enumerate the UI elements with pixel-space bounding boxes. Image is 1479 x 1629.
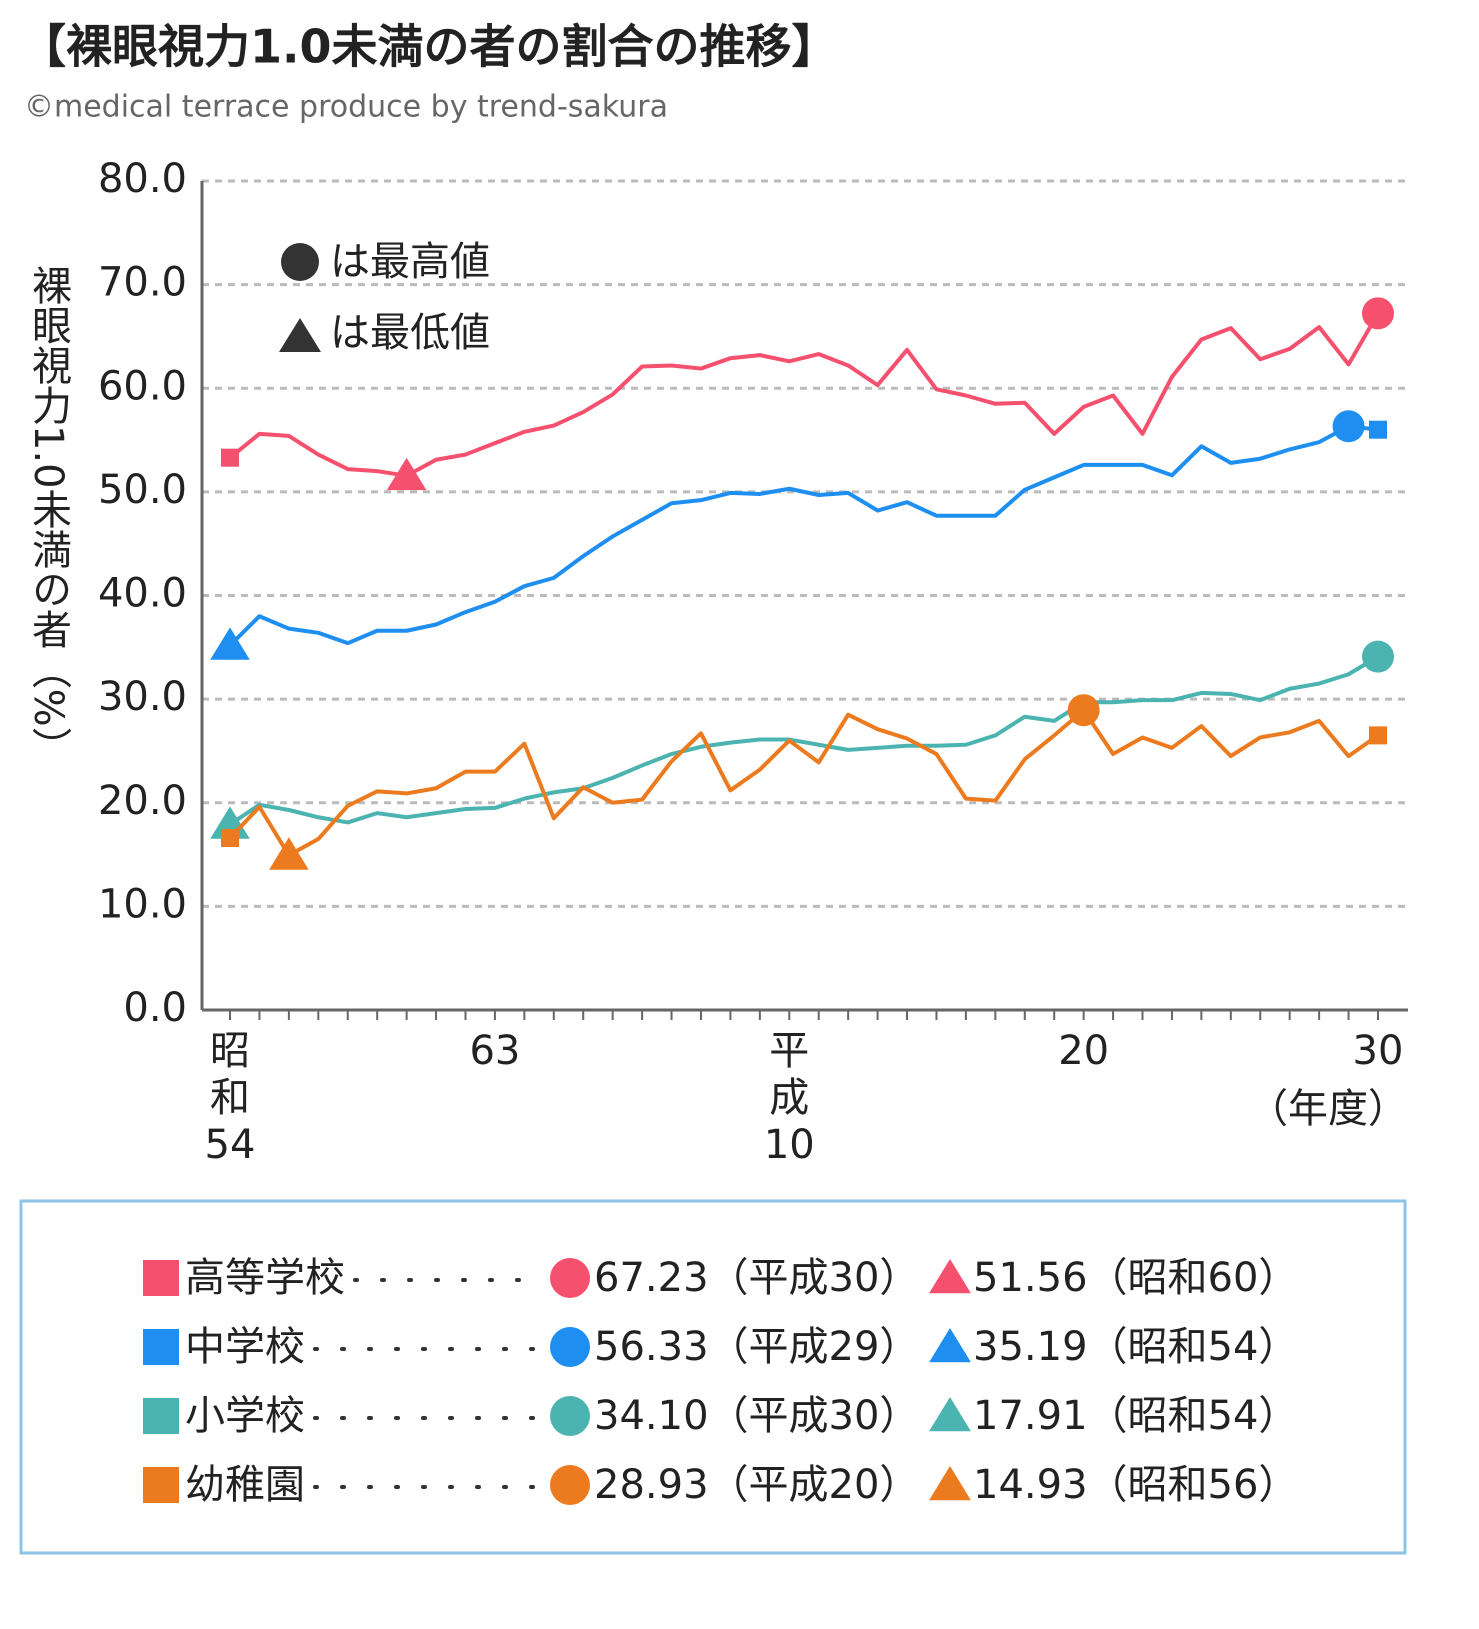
legend-min-icon	[929, 1328, 971, 1363]
legend-min-label: 17.91（昭和54）	[973, 1393, 1298, 1439]
max-marker	[1362, 640, 1394, 673]
legend-swatch	[143, 1260, 179, 1296]
max-marker	[1362, 297, 1394, 330]
x-tick-label: 20	[1058, 1028, 1110, 1074]
line	[228, 312, 1380, 478]
legend-swatch	[143, 1467, 179, 1503]
max-marker	[1332, 410, 1365, 443]
x-axis-title: （年度）	[1248, 1086, 1408, 1132]
legend-min-icon	[929, 1466, 971, 1501]
line	[228, 654, 1380, 827]
min-marker	[210, 806, 250, 839]
legend-max-label: 28.93（平成20）	[594, 1462, 919, 1508]
x-tick-label: 昭 和 54	[204, 1028, 256, 1168]
max-icon	[281, 243, 319, 281]
annotation: は最高値	[330, 239, 490, 285]
y-axis-title: 裸眼視力1.0未満の者（%）	[25, 265, 72, 767]
min-marker	[386, 457, 427, 491]
min-marker	[269, 837, 309, 870]
legend-label: 幼稚園	[185, 1462, 305, 1508]
y-tick-label: 70.0	[98, 260, 187, 306]
legend-swatch	[143, 1329, 179, 1365]
legend-max-icon	[550, 1396, 590, 1436]
legend-box	[19, 1199, 1407, 1555]
legend-min-label: 14.93（昭和56）	[973, 1462, 1298, 1508]
x-tick-label: 平 成 10	[763, 1028, 815, 1168]
legend-max-icon	[550, 1327, 590, 1367]
legend-swatch	[143, 1398, 179, 1434]
min-marker	[210, 627, 250, 660]
y-tick-label: 30.0	[98, 674, 187, 720]
y-tick-label: 20.0	[98, 778, 187, 824]
legend-max-label: 56.33（平成29）	[594, 1324, 919, 1370]
end-marker	[221, 828, 239, 847]
y-tick-label: 0.0	[123, 985, 187, 1031]
legend-max-label: 67.23（平成30）	[594, 1255, 919, 1301]
legend-max-label: 34.10（平成30）	[594, 1393, 919, 1439]
legend-label: 小学校	[185, 1393, 305, 1439]
legend-min-icon	[929, 1259, 971, 1294]
legend-max-icon	[550, 1258, 590, 1298]
min-icon	[279, 318, 321, 352]
chart-title: 【裸眼視力1.0未満の者の割合の推移】	[20, 20, 838, 74]
legend-label: 中学校	[185, 1324, 305, 1370]
line	[228, 708, 1380, 858]
end-marker	[221, 448, 239, 467]
chart-subtitle: ©medical terrace produce by trend-sakura	[24, 90, 668, 125]
legend-min-label: 51.56（昭和60）	[973, 1255, 1298, 1301]
legend-min-label: 35.19（昭和54）	[973, 1324, 1298, 1370]
end-marker	[1369, 726, 1387, 745]
line	[228, 424, 1379, 647]
y-tick-label: 50.0	[98, 467, 187, 513]
end-marker	[1369, 420, 1387, 439]
y-tick-label: 10.0	[98, 881, 187, 927]
y-tick-label: 40.0	[98, 571, 187, 617]
y-tick-label: 80.0	[98, 156, 187, 202]
x-tick-label: 30	[1352, 1028, 1404, 1074]
annotation: は最低値	[330, 310, 490, 356]
legend-label: 高等学校	[185, 1255, 345, 1301]
legend-max-icon	[550, 1465, 590, 1505]
y-tick-label: 60.0	[98, 363, 187, 409]
max-marker	[1067, 694, 1100, 727]
x-tick-label: 63	[469, 1028, 521, 1074]
legend-min-icon	[929, 1397, 971, 1432]
